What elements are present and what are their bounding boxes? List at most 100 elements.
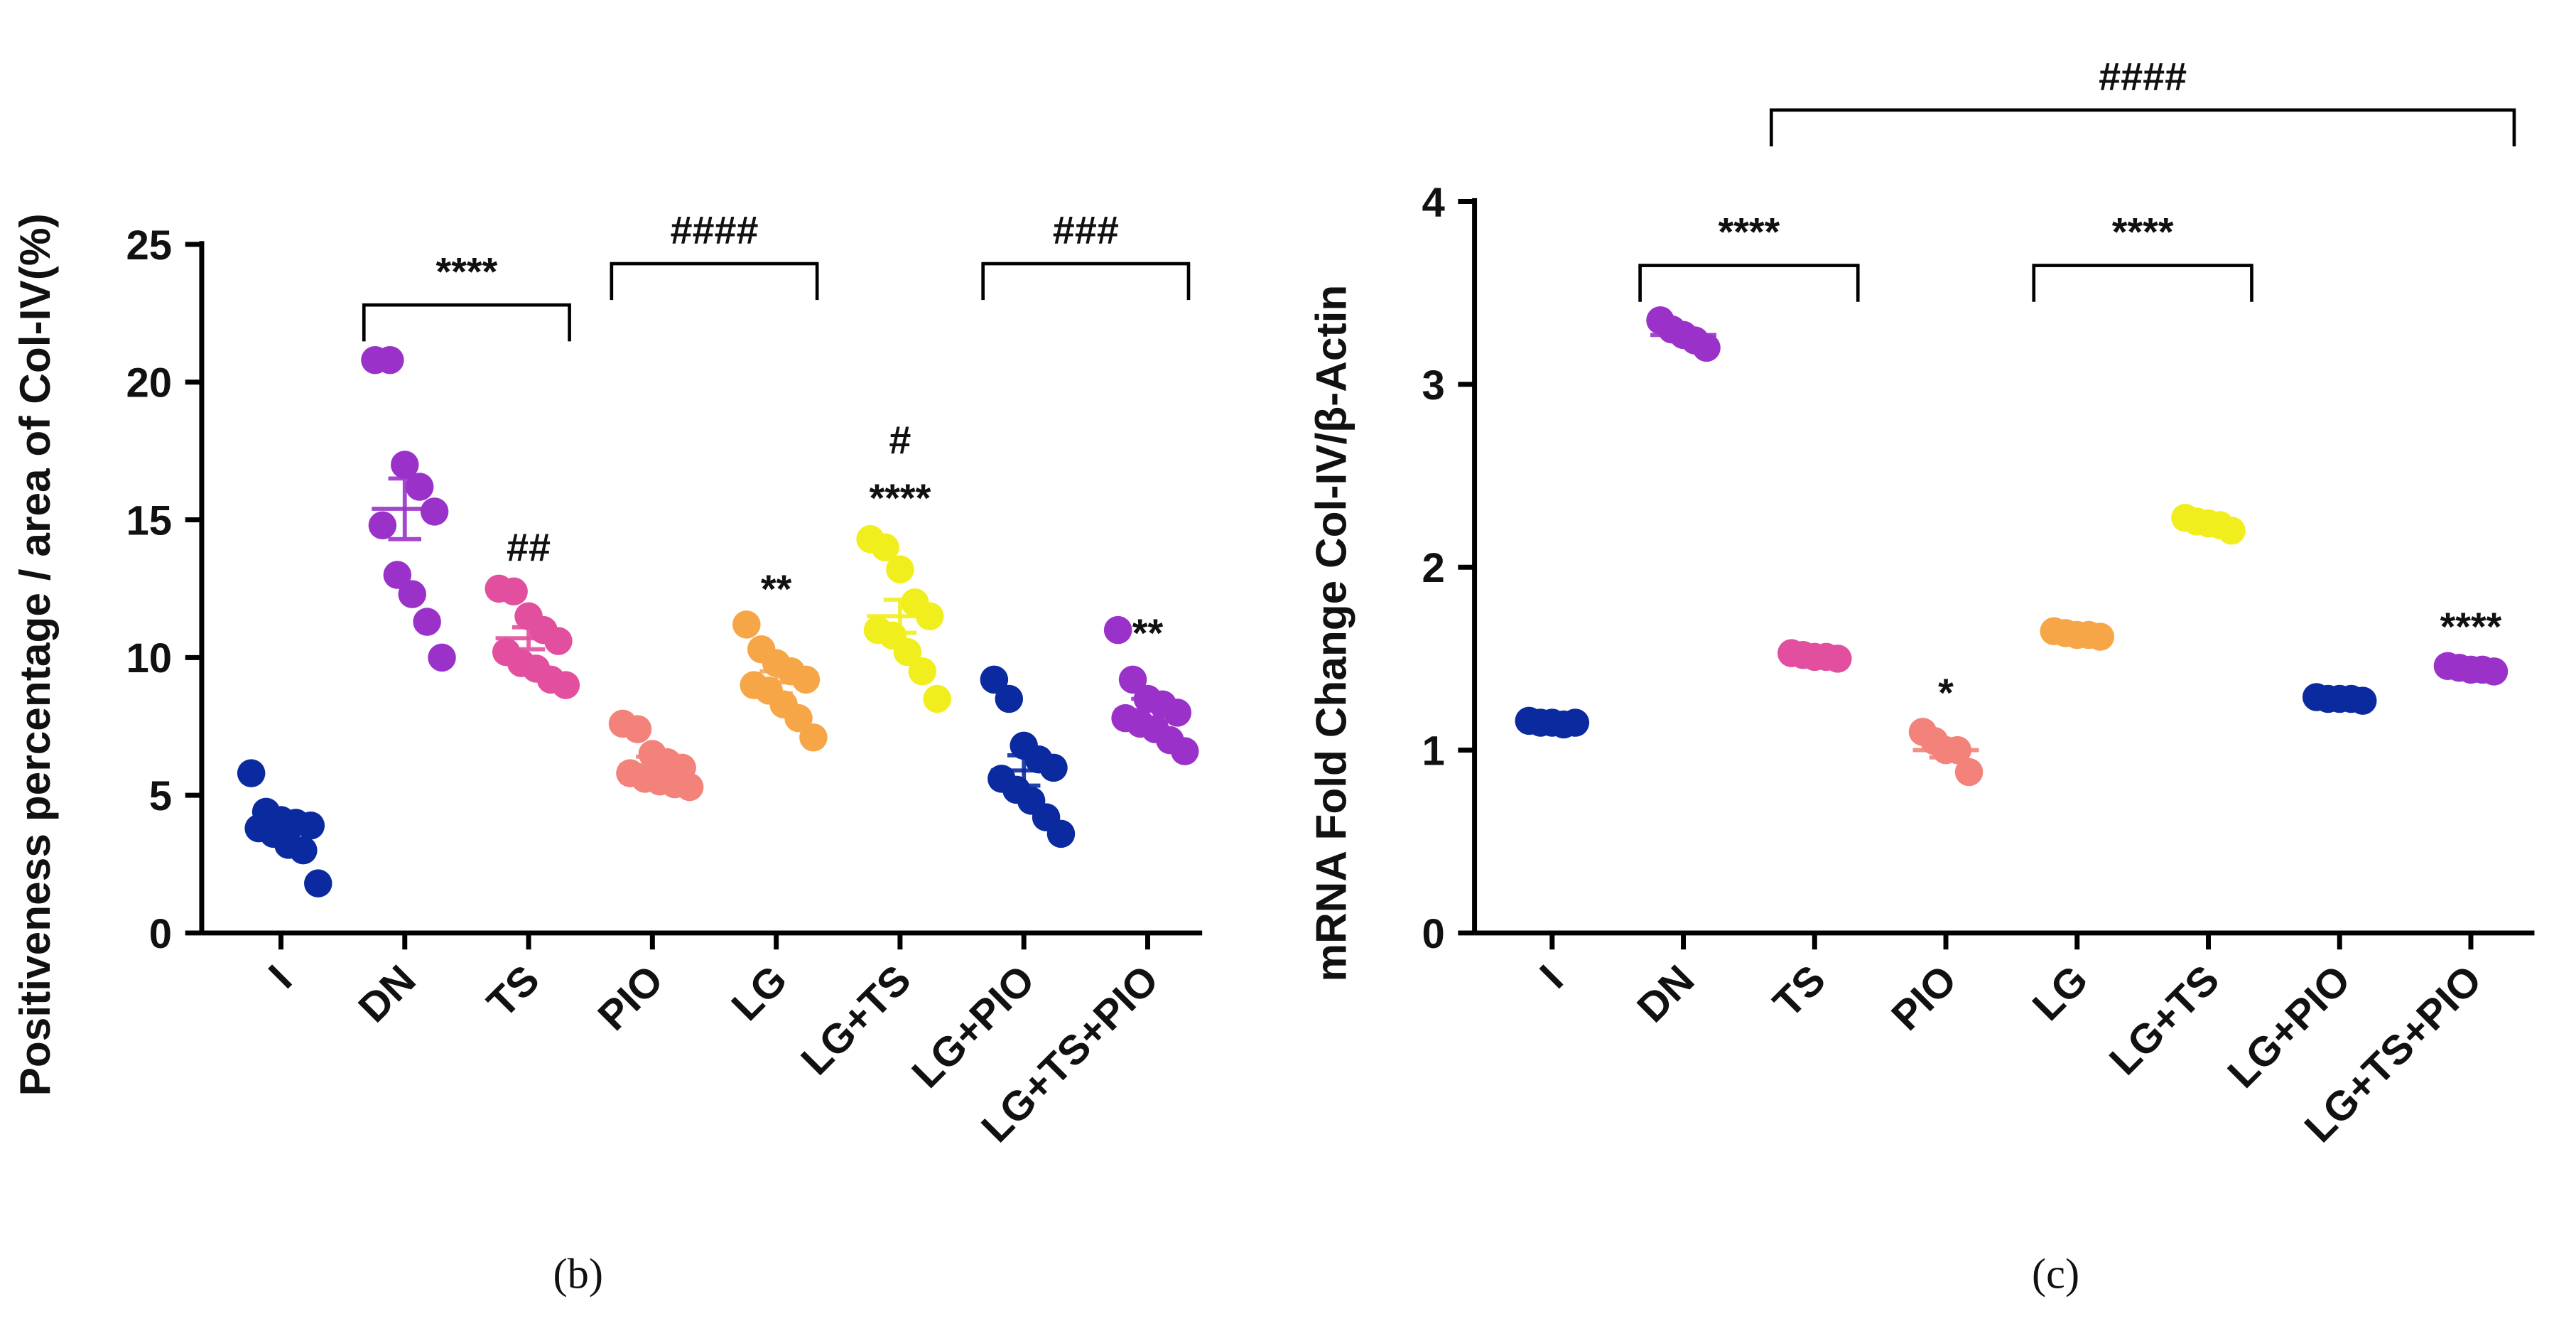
y-tick-label: 15: [126, 497, 173, 544]
y-tick-label: 20: [126, 360, 173, 406]
data-point: [1692, 333, 1721, 362]
significance-bracket: [610, 262, 819, 301]
error-bar: [1929, 740, 1963, 760]
data-point: [383, 561, 412, 589]
data-point: [784, 704, 813, 733]
data-point: [551, 671, 580, 699]
data-point: [499, 577, 528, 606]
x-tick-label: I: [1531, 956, 1571, 997]
x-tick-label: DN: [1628, 956, 1703, 1031]
significance-label: **: [761, 567, 792, 611]
data-point: [732, 610, 761, 639]
data-point: [1118, 665, 1147, 694]
data-point: [413, 608, 441, 636]
data-point: [289, 836, 318, 865]
significance-label: ****: [870, 476, 931, 520]
data-point: [886, 555, 914, 584]
data-point: [893, 637, 922, 667]
y-tick-label: 25: [126, 222, 173, 269]
x-tick-label: LG+TS: [2101, 956, 2228, 1084]
error-bar: [636, 754, 669, 776]
error-bar: [759, 669, 793, 696]
data-point: [368, 511, 397, 540]
error-bar: [1798, 651, 1831, 659]
data-point: [391, 451, 419, 479]
significance-label: ##: [507, 526, 551, 570]
data-point: [304, 869, 332, 898]
y-tick-label: 1: [1422, 728, 1444, 774]
error-bar: [883, 598, 917, 635]
data-point: [908, 657, 937, 686]
data-point: [398, 580, 426, 608]
data-point: [1171, 737, 1199, 765]
panel-label: (b): [553, 1251, 603, 1298]
error-bar: [2454, 665, 2488, 674]
y-tick-label: 2: [1422, 545, 1444, 591]
data-point: [1103, 615, 1132, 645]
data-point: [1039, 753, 1068, 782]
data-point: [544, 627, 573, 655]
significance-bracket: [362, 303, 571, 342]
panel-label: (c): [2032, 1251, 2079, 1298]
data-point: [428, 643, 456, 672]
x-tick-label: TS: [1765, 956, 1834, 1026]
error-bar: [1667, 327, 1700, 343]
x-tick-label: TS: [478, 956, 548, 1026]
error-bar: [2060, 630, 2094, 639]
x-tick-label: I: [260, 956, 301, 997]
significance-label: ****: [1719, 210, 1780, 254]
y-tick-label: 4: [1422, 179, 1444, 225]
data-point: [675, 772, 704, 802]
data-point: [296, 812, 325, 840]
x-tick-label: LG: [723, 956, 796, 1030]
data-point: [420, 497, 449, 526]
significance-bracket: [1638, 264, 1860, 302]
error-bar: [1535, 718, 1569, 727]
x-tick-label: PIO: [1883, 956, 1966, 1040]
error-bar: [388, 476, 422, 541]
data-point: [1163, 699, 1192, 727]
x-tick-label: PIO: [589, 956, 672, 1040]
significance-label: ###: [1053, 208, 1119, 252]
y-tick-label: 0: [1422, 911, 1444, 957]
data-point: [871, 533, 899, 562]
significance-bracket: [981, 262, 1191, 301]
significance-label: #: [889, 418, 911, 462]
data-point: [623, 715, 652, 743]
error-bar: [512, 625, 546, 652]
data-point: [923, 684, 951, 713]
y-tick-label: 0: [149, 911, 172, 957]
error-bar: [1007, 753, 1041, 788]
data-point: [995, 684, 1024, 713]
y-axis-label: Positiveness percentage / area of Col-IV…: [11, 213, 59, 1096]
y-axis-label: mRNA Fold Change Col-IV/β-Actin: [1306, 285, 1355, 982]
data-point: [1046, 819, 1076, 848]
y-tick-label: 3: [1422, 362, 1444, 409]
significance-label: ####: [670, 208, 758, 252]
x-tick-label: DN: [350, 956, 424, 1031]
data-point: [980, 665, 1009, 694]
data-point: [376, 345, 404, 374]
error-bar: [264, 816, 298, 841]
data-point: [799, 723, 828, 752]
x-tick-label: LG+TS: [792, 956, 919, 1084]
significance-label: ****: [2440, 605, 2502, 649]
significance-label: ####: [2099, 55, 2187, 99]
data-point: [1954, 758, 1984, 787]
y-tick-label: 5: [149, 773, 172, 819]
significance-label: **: [1132, 611, 1164, 655]
data-point: [237, 759, 266, 787]
significance-bracket: [1770, 108, 2516, 146]
significance-label: ****: [2112, 210, 2174, 254]
error-bar: [1131, 696, 1164, 723]
significance-label: ****: [436, 249, 498, 293]
significance-label: *: [1938, 671, 1954, 715]
data-point: [791, 665, 821, 694]
error-bar: [2192, 519, 2225, 527]
significance-bracket: [2032, 264, 2253, 302]
error-bar: [2323, 695, 2356, 703]
y-tick-label: 10: [126, 635, 173, 681]
x-tick-label: LG: [2024, 956, 2097, 1030]
